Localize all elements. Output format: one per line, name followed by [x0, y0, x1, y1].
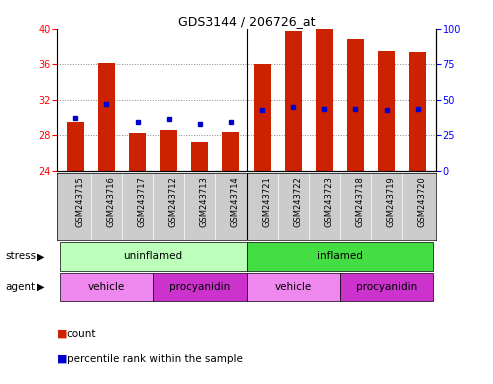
Text: vehicle: vehicle — [88, 282, 125, 292]
Text: ■: ■ — [57, 329, 67, 339]
Text: procyanidin: procyanidin — [356, 282, 417, 292]
Text: ■: ■ — [57, 354, 67, 364]
Text: GDS3144 / 206726_at: GDS3144 / 206726_at — [178, 15, 315, 28]
Bar — [409, 52, 426, 171]
Text: uninflamed: uninflamed — [124, 251, 183, 262]
Bar — [160, 130, 177, 171]
Bar — [316, 29, 333, 171]
Text: GSM243723: GSM243723 — [324, 176, 333, 227]
Text: vehicle: vehicle — [275, 282, 312, 292]
Bar — [253, 64, 271, 171]
Bar — [98, 63, 115, 171]
Text: count: count — [67, 329, 96, 339]
Text: agent: agent — [5, 282, 35, 292]
Text: percentile rank within the sample: percentile rank within the sample — [67, 354, 243, 364]
Bar — [60, 273, 153, 301]
Text: procyanidin: procyanidin — [169, 282, 230, 292]
Bar — [191, 142, 209, 171]
Bar — [153, 273, 246, 301]
Text: GSM243713: GSM243713 — [200, 176, 209, 227]
Text: GSM243715: GSM243715 — [75, 176, 84, 227]
Bar — [67, 122, 84, 171]
Text: GSM243712: GSM243712 — [169, 176, 177, 227]
Text: GSM243717: GSM243717 — [138, 176, 146, 227]
Text: GSM243722: GSM243722 — [293, 176, 302, 227]
Text: ▶: ▶ — [36, 251, 44, 262]
Bar — [60, 242, 246, 271]
Bar — [222, 132, 240, 171]
Text: GSM243716: GSM243716 — [106, 176, 115, 227]
Bar — [284, 31, 302, 171]
Bar — [129, 133, 146, 171]
Text: GSM243714: GSM243714 — [231, 176, 240, 227]
Text: GSM243721: GSM243721 — [262, 176, 271, 227]
Bar — [378, 51, 395, 171]
Text: GSM243720: GSM243720 — [418, 176, 426, 227]
Bar — [340, 273, 433, 301]
Text: GSM243718: GSM243718 — [355, 176, 364, 227]
Text: stress: stress — [5, 251, 36, 262]
Bar — [347, 40, 364, 171]
Bar — [246, 242, 433, 271]
Bar — [246, 273, 340, 301]
Text: inflamed: inflamed — [317, 251, 363, 262]
Text: GSM243719: GSM243719 — [387, 176, 395, 227]
Text: ▶: ▶ — [36, 282, 44, 292]
